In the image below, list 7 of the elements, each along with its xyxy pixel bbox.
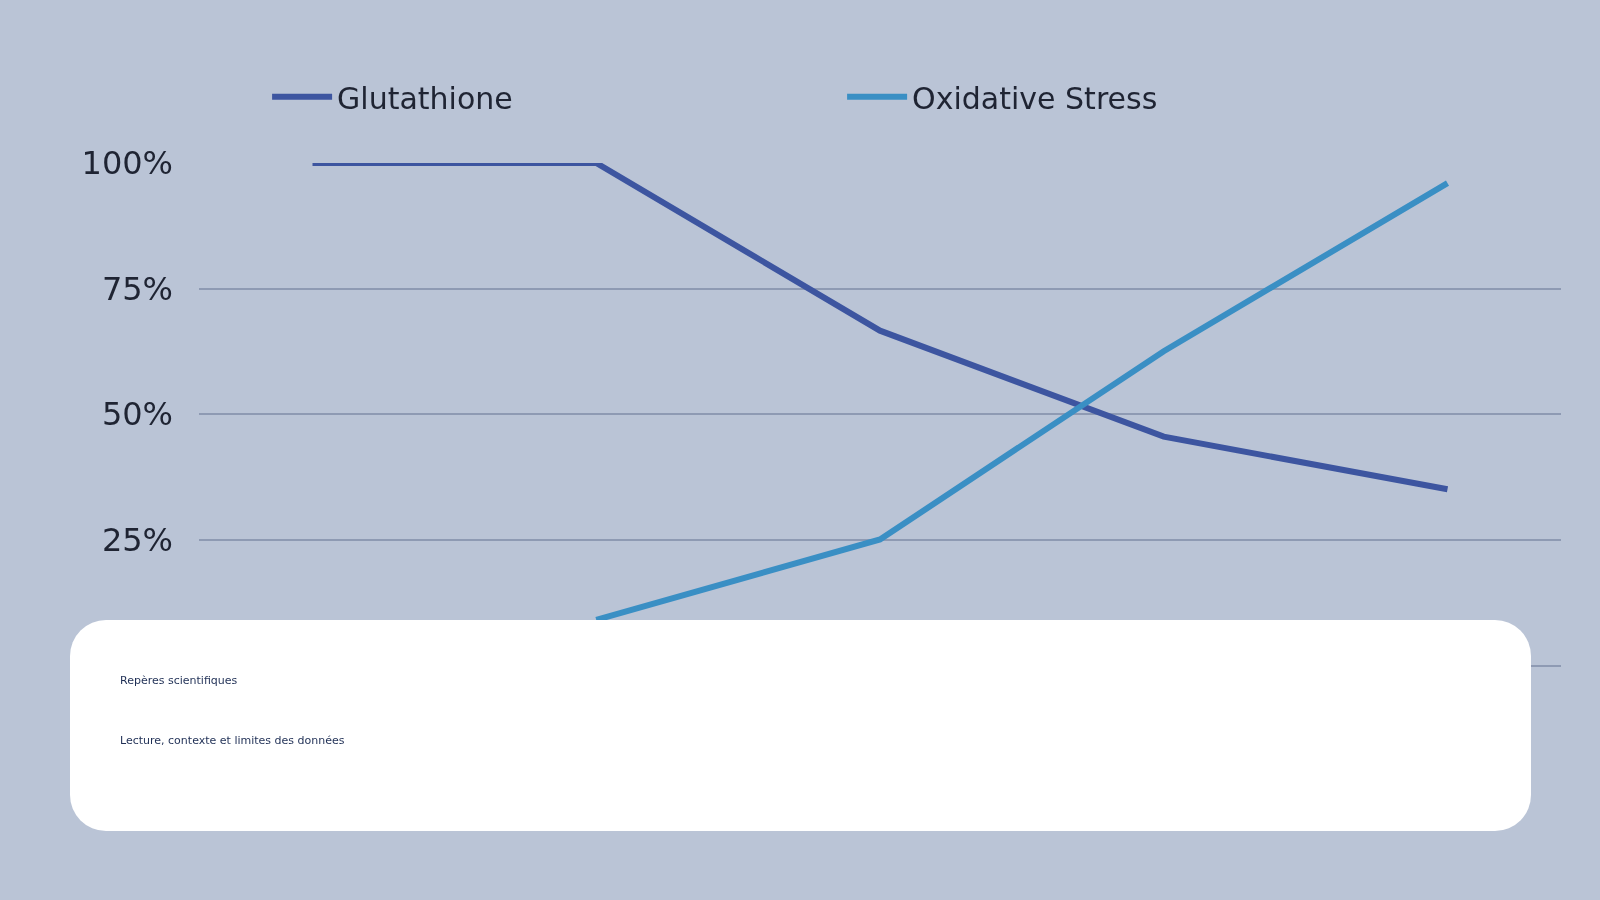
info-card: Repères scientifiques Lecture, contexte et limites des données bbox=[70, 620, 1531, 831]
y-tick-label: 25% bbox=[101, 520, 173, 559]
y-tick-label: 50% bbox=[101, 395, 173, 434]
legend-label: Oxidative Stress bbox=[912, 80, 1158, 116]
legend-label: Glutathione bbox=[337, 80, 513, 116]
y-tick-label: 75% bbox=[101, 269, 173, 308]
y-tick-label: 100% bbox=[81, 144, 173, 183]
